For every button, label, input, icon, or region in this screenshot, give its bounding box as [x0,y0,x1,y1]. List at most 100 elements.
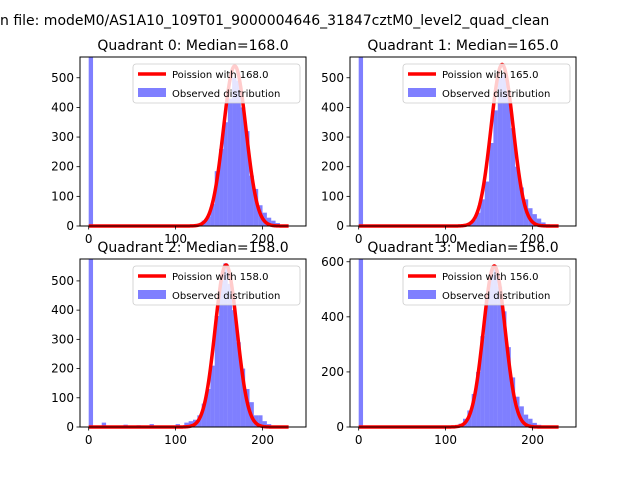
legend-entry-observed: Observed distribution [172,89,280,100]
histogram-bar [223,263,228,427]
histogram-bar [249,175,254,226]
panel-title: Quadrant 2: Median=158.0 [97,240,288,256]
histogram-bar [510,128,516,226]
x-tick-label: 0 [85,232,93,246]
x-tick-label: 200 [521,232,544,246]
histogram-spike-bar [88,259,94,427]
panels: 0 100 200 0 100 200 300 400 500 Quadrant 0: Media… [51,38,577,447]
y-tick-label: 200 [321,365,344,379]
y-tick-label: 200 [321,160,344,174]
legend-frame [402,265,571,306]
y-tick-label: 0 [66,219,74,233]
y-tick-label: 400 [321,100,344,114]
histogram-bar [471,220,477,226]
histogram-bar [214,315,220,427]
histogram-bar [480,336,485,427]
x-tick-label: 200 [521,433,544,447]
legend-entry-poisson: Poission with 156.0 [442,272,538,283]
histogram-bar [536,218,542,226]
histogram-bar [206,389,211,427]
histogram-bar [227,98,233,226]
histogram-bar [236,80,241,226]
legend-entry-poisson: Poission with 165.0 [442,70,538,81]
histogram-bar [493,110,498,226]
y-tick-label: 300 [51,130,74,144]
panel-title: Quadrant 0: Median=168.0 [97,38,288,54]
y-tick-label: 200 [51,362,74,376]
histogram-bar [476,212,481,226]
histogram-bar [510,377,516,427]
histogram-bar [184,422,189,427]
x-tick-label: 200 [251,232,274,246]
legend-frame [402,63,571,104]
histogram-bar [206,216,211,226]
histogram-bar [515,166,520,226]
histogram-bar [506,347,511,427]
panel-title: Quadrant 3: Median=156.0 [367,240,558,256]
legend-hist-swatch [138,88,166,97]
x-tick-label: 0 [355,433,363,447]
histogram-bar [210,365,215,427]
chart-panel-3: 0 100 200 0 200 400 600 Quadrant 3: Median=156.… [321,240,577,447]
histogram-bar [502,74,507,226]
histogram-bar [223,122,228,226]
legend-hist-swatch [408,88,436,97]
histogram-bar [271,220,276,226]
y-tick-label: 100 [51,391,74,405]
histogram-bar [484,297,490,427]
histogram-bar [219,280,224,427]
histogram-bar [240,107,246,226]
legend-hist-swatch [408,290,436,299]
y-tick-label: 400 [51,303,74,317]
legend: Poission with 156.0 Observed distribution [402,265,571,306]
x-tick-label: 100 [164,433,187,447]
histogram-bar [519,187,524,226]
histogram-bar [528,418,533,427]
histogram-bar [210,203,215,226]
histogram-bar [253,188,259,226]
histogram-bar [532,422,537,427]
panel-title: Quadrant 1: Median=165.0 [367,38,558,54]
histogram-spike-bar [358,57,364,226]
figure-suptitle: n file: modeM0/AS1A10_109T01_9000004646_… [0,13,549,29]
histogram-bar [262,421,267,427]
legend: Poission with 168.0 Observed distribution [132,63,301,104]
histogram-bar [236,342,241,427]
legend-entry-observed: Observed distribution [442,291,550,302]
histogram-bar [201,403,207,427]
histogram-bar [489,275,494,427]
histogram-bar [245,131,250,226]
histogram-bar [227,283,233,427]
y-tick-label: 0 [336,420,344,434]
x-tick-label: 200 [251,433,274,447]
y-tick-label: 0 [66,420,74,434]
histogram-bar [484,181,490,226]
y-tick-label: 400 [321,310,344,324]
histogram-spike-bar [88,57,94,226]
axes-frame [349,258,577,428]
histogram-bars [88,259,276,427]
x-tick-label: 100 [434,433,457,447]
axes-frame [349,56,577,227]
y-tick-label: 100 [51,189,74,203]
legend-entry-observed: Observed distribution [172,291,280,302]
y-tick-label: 0 [336,219,344,233]
y-tick-label: 300 [51,332,74,346]
histogram-bar [480,199,485,226]
y-tick-label: 500 [51,274,74,288]
histogram-bar [240,368,246,427]
histogram-bar [523,414,529,427]
x-tick-label: 0 [355,232,363,246]
chart-panel-2: 0 100 200 0 100 200 300 400 500 Quadrant 2: Media… [51,240,307,447]
legend-entry-poisson: Poission with 158.0 [172,272,268,283]
x-tick-label: 100 [164,232,187,246]
legend-frame [132,63,301,104]
histogram-bar [188,421,193,427]
histogram-bar [506,92,511,226]
legend-hist-swatch [138,290,166,299]
histogram-bar [489,142,494,226]
legend-entry-observed: Observed distribution [442,89,550,100]
histogram-bar [266,217,272,226]
histogram-bar [214,171,220,226]
